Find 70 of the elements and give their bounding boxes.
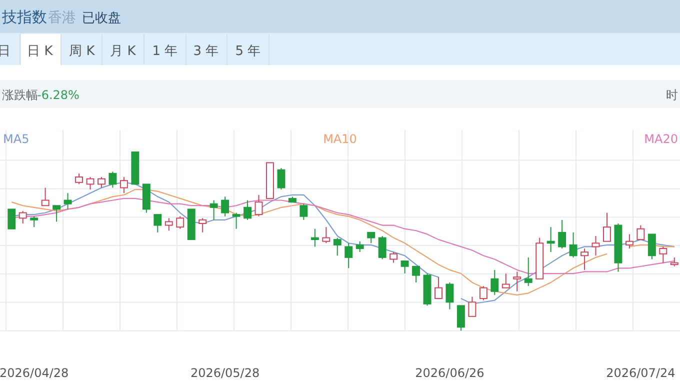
candlestick [446, 282, 454, 310]
text: 5 年 [235, 44, 261, 59]
candlestick [198, 218, 207, 233]
candlestick [502, 273, 510, 288]
text: MA5 [3, 132, 30, 146]
candlestick [524, 256, 532, 287]
candlestick [176, 216, 184, 230]
text: 时 [666, 88, 678, 102]
candlestick [244, 200, 252, 220]
candlestick [390, 252, 398, 264]
text: 1 年 [152, 44, 178, 59]
candlestick [434, 276, 442, 300]
x-tick-label: 2026/07/24 [606, 366, 676, 380]
candlestick [490, 269, 499, 296]
candlestick [210, 200, 218, 220]
candlestick [456, 305, 465, 332]
text: 已收盘 [82, 11, 121, 26]
candlestick [64, 192, 72, 210]
candlestick [108, 171, 117, 188]
chart-title: 技指数 [1, 8, 47, 26]
text: MA20 [644, 132, 678, 146]
candlestick [232, 212, 240, 230]
text: 香港 [48, 10, 76, 26]
candlestick [479, 286, 488, 301]
text: 涨跌幅 [2, 88, 38, 102]
candlestick [164, 218, 173, 232]
candlestick [412, 266, 420, 283]
text: 月 K [110, 44, 136, 59]
x-tick-label: 2026/04/28 [0, 366, 69, 380]
text: 周 K [69, 44, 96, 59]
candlestick [254, 194, 263, 217]
candlestick [648, 234, 656, 260]
candlestick [580, 248, 588, 270]
candlestick [333, 237, 342, 256]
text: 3 年 [193, 44, 219, 59]
candlestick [636, 224, 645, 240]
candlestick [300, 203, 308, 220]
text: 日 K [27, 44, 54, 59]
candlestick [310, 228, 319, 248]
candlestick [322, 226, 330, 244]
candlestick [367, 232, 376, 244]
candlestick [154, 214, 162, 233]
candlestick [75, 172, 83, 185]
candlestick [625, 234, 634, 249]
candlestick [546, 226, 555, 253]
x-tick-label: 2026/05/28 [190, 366, 260, 380]
candlestick [86, 176, 94, 190]
candlestick [558, 219, 566, 249]
candlestick [400, 260, 409, 274]
x-tick-label: 2026/06/26 [415, 366, 484, 380]
candlestick [18, 210, 27, 224]
candlestick [52, 205, 61, 222]
candlestick [8, 208, 16, 230]
text: -6.28% [37, 88, 80, 102]
candlestick [98, 176, 106, 188]
candlestick [221, 196, 230, 217]
candlestick [30, 216, 38, 228]
candlestick [41, 187, 50, 206]
text: MA10 [323, 132, 357, 146]
candlestick [356, 240, 364, 253]
candlestick [603, 212, 611, 242]
candlestick [344, 242, 353, 269]
candlestick [468, 296, 476, 317]
candlestick [378, 235, 386, 260]
candlestick [513, 271, 522, 292]
candlestick [659, 246, 668, 264]
candlestick [592, 235, 600, 256]
candlestick [277, 168, 286, 190]
candlestick [569, 232, 578, 258]
candlestick [120, 176, 128, 194]
